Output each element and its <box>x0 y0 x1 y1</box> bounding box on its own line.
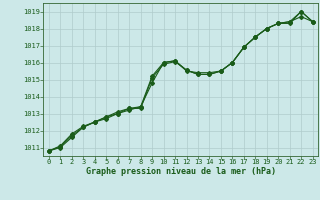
X-axis label: Graphe pression niveau de la mer (hPa): Graphe pression niveau de la mer (hPa) <box>86 167 276 176</box>
